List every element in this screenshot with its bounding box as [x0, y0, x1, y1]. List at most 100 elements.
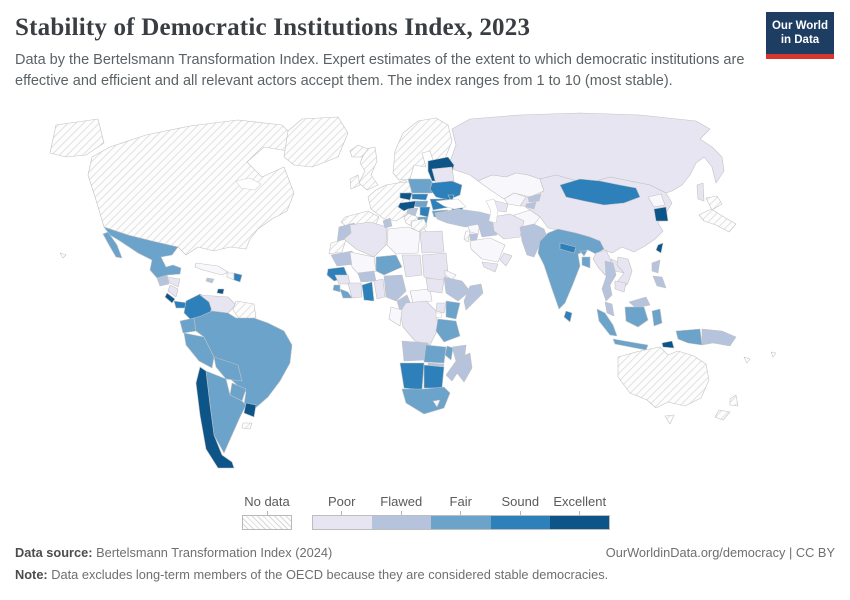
country-sakhalin[interactable]: [696, 182, 705, 202]
legend-category-poor[interactable]: Poor: [312, 494, 372, 530]
country-baja-california[interactable]: [102, 231, 123, 259]
legend-category-sound[interactable]: Sound: [490, 494, 550, 530]
country-uzbekistan[interactable]: [503, 192, 527, 207]
country-south-africa[interactable]: [401, 386, 451, 415]
country-libya[interactable]: [386, 226, 421, 255]
country-indonesia-sumatra[interactable]: [596, 308, 618, 337]
country-bangladesh[interactable]: [581, 256, 591, 269]
country-chile[interactable]: [195, 366, 235, 469]
legend-no-data[interactable]: No data: [242, 494, 292, 530]
fiji-outline[interactable]: [770, 351, 777, 358]
country-botswana[interactable]: [423, 364, 445, 389]
country-philippines-mindanao[interactable]: [652, 275, 667, 289]
country-trinidad-tobago[interactable]: [216, 288, 225, 295]
country-chad[interactable]: [401, 254, 423, 278]
country-tajikistan[interactable]: [525, 201, 537, 210]
country-israel[interactable]: [463, 230, 471, 243]
country-indonesia-kalimantan[interactable]: [624, 306, 649, 328]
country-uruguay[interactable]: [243, 402, 257, 418]
country-taiwan[interactable]: [655, 242, 664, 254]
country-bolivia[interactable]: [213, 356, 243, 382]
country-egypt[interactable]: [419, 230, 445, 254]
country-lesotho[interactable]: [432, 399, 441, 408]
country-tanzania[interactable]: [435, 318, 461, 343]
country-costa-rica[interactable]: [164, 292, 176, 304]
country-mongolia[interactable]: [559, 178, 641, 206]
country-tunisia[interactable]: [382, 217, 393, 229]
country-nigeria[interactable]: [383, 274, 407, 302]
country-malawi[interactable]: [444, 345, 454, 361]
country-haiti[interactable]: [226, 272, 235, 281]
country-yemen[interactable]: [481, 261, 499, 273]
country-new-zealand-north[interactable]: [729, 394, 739, 407]
country-burkina-faso[interactable]: [357, 270, 377, 283]
country-ivory-coast[interactable]: [347, 282, 363, 299]
country-sri-lanka[interactable]: [563, 310, 573, 323]
country-south-korea[interactable]: [653, 206, 669, 222]
country-new-zealand-south[interactable]: [714, 409, 731, 421]
country-canada-usa[interactable]: [87, 119, 295, 256]
country-greenland[interactable]: [283, 116, 349, 168]
country-cuba[interactable]: [194, 262, 229, 276]
country-philippines-luzon[interactable]: [651, 259, 661, 274]
country-japan-hokkaido[interactable]: [705, 195, 723, 211]
legend-category-swatch[interactable]: [371, 515, 431, 530]
country-alaska[interactable]: [49, 118, 105, 158]
legend-category-swatch[interactable]: [431, 515, 491, 530]
country-central-african-republic[interactable]: [409, 288, 433, 304]
country-oman[interactable]: [499, 252, 513, 267]
country-saudi-arabia[interactable]: [469, 237, 506, 263]
country-japan-honshu[interactable]: [698, 208, 737, 233]
owid-credit-link[interactable]: OurWorldinData.org/democracy | CC BY: [605, 545, 835, 560]
country-honduras[interactable]: [166, 276, 181, 288]
country-united-kingdom[interactable]: [358, 146, 379, 191]
country-nicaragua[interactable]: [167, 284, 179, 298]
country-belarus[interactable]: [431, 166, 455, 185]
country-thailand[interactable]: [601, 260, 617, 302]
country-jamaica[interactable]: [205, 277, 215, 284]
country-namibia[interactable]: [399, 362, 425, 391]
country-ethiopia[interactable]: [443, 276, 471, 302]
country-guinea[interactable]: [334, 274, 351, 285]
country-ecuador[interactable]: [179, 317, 197, 334]
country-somalia[interactable]: [463, 283, 484, 311]
country-poland[interactable]: [407, 178, 435, 194]
country-uganda[interactable]: [435, 302, 447, 314]
country-dominican-republic[interactable]: [233, 272, 243, 283]
country-tasmania[interactable]: [664, 414, 675, 425]
legend-category-swatch[interactable]: [550, 515, 610, 530]
country-niger[interactable]: [375, 254, 403, 276]
country-congo-gabon[interactable]: [388, 306, 403, 327]
legend-category-swatch[interactable]: [490, 515, 550, 530]
country-serbia[interactable]: [419, 206, 431, 218]
country-bosnia[interactable]: [406, 207, 419, 217]
country-papua-new-guinea[interactable]: [701, 328, 737, 347]
country-mozambique[interactable]: [445, 344, 467, 382]
country-kyrgyzstan[interactable]: [527, 193, 542, 203]
country-timor-leste[interactable]: [661, 340, 675, 349]
country-mexico[interactable]: [103, 226, 182, 279]
country-dr-congo[interactable]: [399, 300, 439, 346]
country-cambodia[interactable]: [614, 280, 627, 293]
legend-category-swatch[interactable]: [312, 515, 372, 530]
country-malaysia-peninsula[interactable]: [604, 301, 615, 317]
country-guianas[interactable]: [232, 300, 257, 321]
country-zambia[interactable]: [423, 344, 447, 364]
country-kenya[interactable]: [445, 300, 461, 320]
country-ukraine[interactable]: [429, 180, 463, 201]
country-indonesia-java[interactable]: [612, 338, 649, 351]
country-indonesia-west-papua[interactable]: [675, 328, 703, 346]
country-australia[interactable]: [617, 346, 710, 409]
country-iran[interactable]: [491, 213, 525, 240]
country-iraq[interactable]: [477, 221, 498, 238]
country-slovakia[interactable]: [411, 193, 429, 201]
country-north-korea[interactable]: [647, 193, 666, 208]
country-ghana[interactable]: [361, 281, 375, 302]
country-western-sahara[interactable]: [328, 238, 347, 255]
country-iceland[interactable]: [349, 144, 369, 158]
country-falkland-islands[interactable]: [241, 422, 253, 430]
country-indonesia-sulawesi[interactable]: [651, 308, 663, 327]
legend-category-flawed[interactable]: Flawed: [371, 494, 431, 530]
country-south-sudan[interactable]: [425, 277, 445, 294]
country-bhutan[interactable]: [579, 250, 588, 257]
